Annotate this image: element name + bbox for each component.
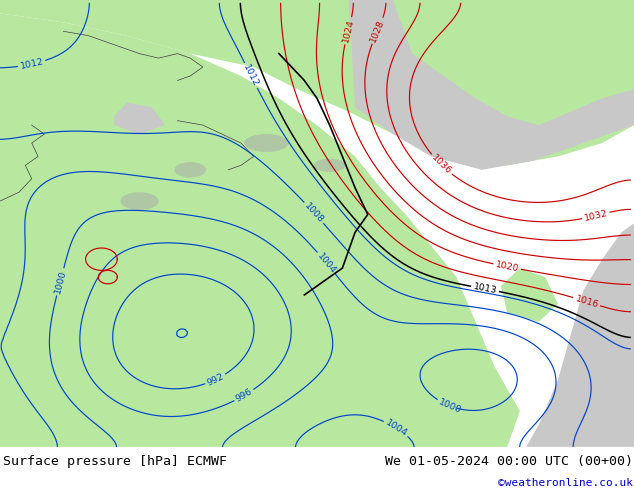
Polygon shape	[0, 0, 634, 165]
Polygon shape	[349, 0, 634, 170]
Text: ©weatheronline.co.uk: ©weatheronline.co.uk	[498, 478, 633, 488]
Polygon shape	[0, 13, 520, 447]
Polygon shape	[495, 223, 634, 447]
Text: 1004: 1004	[315, 251, 338, 275]
Text: 1012: 1012	[242, 63, 261, 88]
Ellipse shape	[314, 159, 346, 172]
Text: 1020: 1020	[495, 260, 520, 273]
Text: 1024: 1024	[341, 18, 356, 44]
Text: 1008: 1008	[302, 201, 325, 224]
Text: 1000: 1000	[437, 397, 463, 415]
Text: 1000: 1000	[53, 269, 68, 294]
Polygon shape	[393, 0, 634, 125]
Text: 1032: 1032	[583, 208, 609, 223]
Text: 1028: 1028	[369, 18, 386, 44]
Ellipse shape	[120, 192, 158, 210]
Text: 1004: 1004	[384, 418, 409, 438]
Text: 1036: 1036	[429, 153, 453, 176]
Text: 992: 992	[205, 371, 226, 388]
Text: 1012: 1012	[19, 57, 44, 71]
Text: We 01-05-2024 00:00 UTC (00+00): We 01-05-2024 00:00 UTC (00+00)	[385, 456, 633, 468]
Text: 996: 996	[234, 387, 254, 404]
Text: 1013: 1013	[472, 282, 498, 295]
Text: 1016: 1016	[574, 294, 599, 310]
Ellipse shape	[174, 162, 206, 178]
Polygon shape	[114, 103, 165, 134]
Polygon shape	[501, 268, 558, 322]
Text: Surface pressure [hPa] ECMWF: Surface pressure [hPa] ECMWF	[3, 456, 227, 468]
Ellipse shape	[244, 134, 288, 152]
